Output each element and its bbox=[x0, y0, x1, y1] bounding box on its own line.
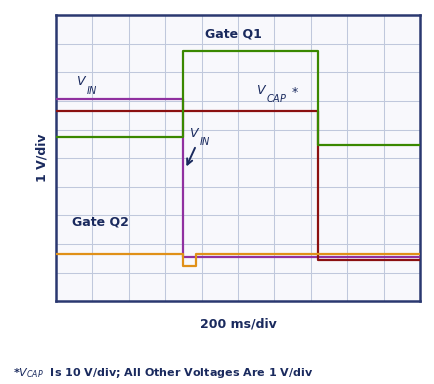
Text: $*$: $*$ bbox=[290, 84, 298, 97]
Text: 200 ms/div: 200 ms/div bbox=[199, 317, 276, 330]
Text: $IN$: $IN$ bbox=[199, 135, 210, 147]
Text: $V$: $V$ bbox=[76, 75, 87, 88]
Text: $CAP$: $CAP$ bbox=[266, 92, 287, 104]
Text: Gate Q2: Gate Q2 bbox=[72, 215, 129, 228]
Text: $IN$: $IN$ bbox=[86, 84, 98, 96]
Text: Gate Q1: Gate Q1 bbox=[205, 28, 262, 41]
Text: $V$: $V$ bbox=[256, 84, 267, 97]
Text: *$V_{CAP}$  Is 10 V/div; All Other Voltages Are 1 V/div: *$V_{CAP}$ Is 10 V/div; All Other Voltag… bbox=[13, 366, 312, 380]
Text: $V$: $V$ bbox=[188, 127, 200, 140]
Text: 1 V/div: 1 V/div bbox=[36, 134, 49, 182]
